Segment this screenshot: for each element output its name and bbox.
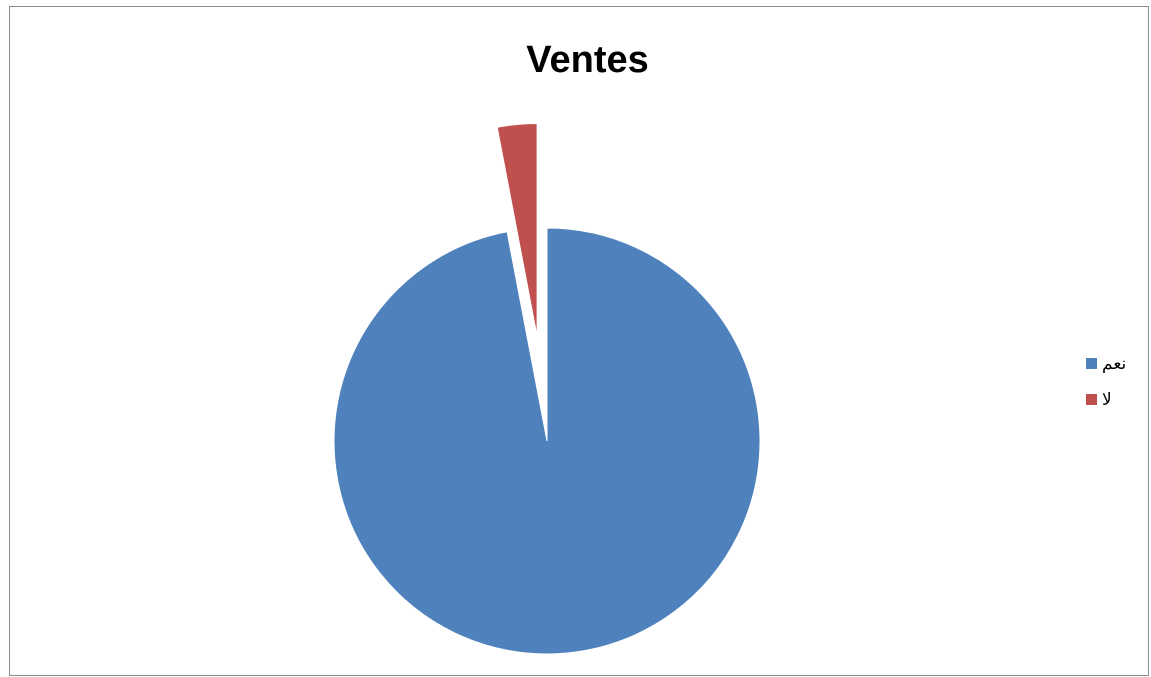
legend: نعم لا	[1080, 352, 1140, 424]
legend-label-yes: نعم	[1102, 354, 1127, 374]
legend-label-no: لا	[1102, 390, 1112, 410]
pie-slice-no	[496, 122, 538, 337]
chart-title: Ventes	[526, 39, 649, 81]
legend-item-no: لا	[1080, 388, 1140, 414]
legend-swatch-no	[1086, 394, 1097, 405]
legend-item-yes: نعم	[1080, 352, 1140, 378]
legend-swatch-yes	[1086, 358, 1097, 369]
pie-slice-yes	[333, 227, 761, 655]
